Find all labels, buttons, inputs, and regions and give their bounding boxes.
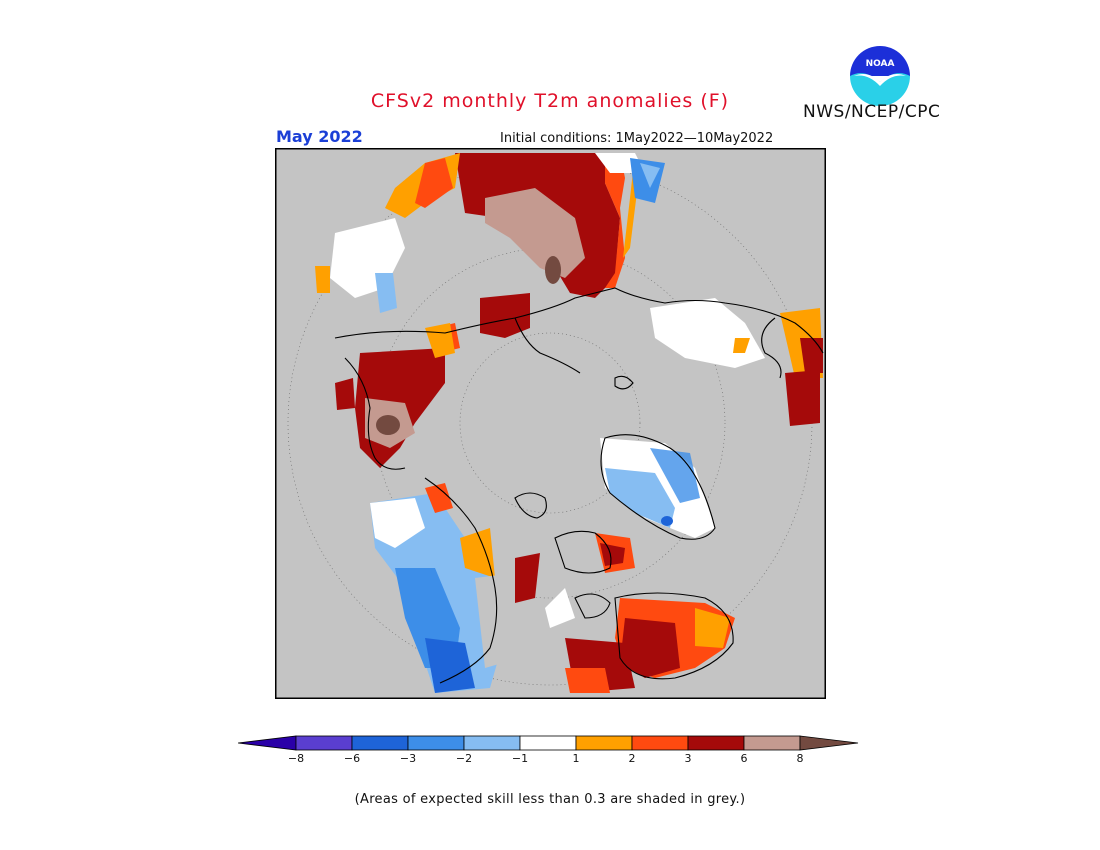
legend-tick-label: −3 xyxy=(399,752,417,765)
legend-arrow-high xyxy=(799,735,859,751)
legend-tick-label: 8 xyxy=(796,752,804,765)
footnote: (Areas of expected skill less than 0.3 a… xyxy=(354,792,746,807)
legend-tick-label: −6 xyxy=(343,752,361,765)
legend-swatch xyxy=(407,735,465,751)
color-legend xyxy=(238,735,859,751)
noaa-logo: NOAA xyxy=(848,44,912,108)
forecast-month: May 2022 xyxy=(276,127,363,146)
legend-swatch xyxy=(743,735,801,751)
anomaly-map xyxy=(275,148,826,699)
east-anomalies xyxy=(650,298,823,426)
legend-tick-label: 3 xyxy=(684,752,692,765)
legend-tick-label: 1 xyxy=(572,752,580,765)
legend-swatch xyxy=(687,735,745,751)
europe-anomalies xyxy=(385,153,665,338)
legend-tick-label: −1 xyxy=(511,752,529,765)
legend-swatch xyxy=(631,735,689,751)
legend-tick-label: 2 xyxy=(628,752,636,765)
map-title: CFSv2 monthly T2m anomalies (F) xyxy=(370,90,730,112)
legend-swatch xyxy=(463,735,521,751)
canada-anomalies xyxy=(565,533,735,693)
map-frame xyxy=(275,148,826,699)
legend-tick-label: −2 xyxy=(455,752,473,765)
legend-swatch xyxy=(519,735,577,751)
legend-swatch xyxy=(575,735,633,751)
organization-label: NWS/NCEP/CPC xyxy=(803,102,941,122)
asia-anomalies xyxy=(335,323,455,468)
legend-tick-label: −8 xyxy=(287,752,305,765)
legend-arrow-low xyxy=(238,735,297,751)
initial-conditions: Initial conditions: 1May2022—10May2022 xyxy=(500,131,774,146)
legend-swatch xyxy=(295,735,353,751)
noaa-logo-text: NOAA xyxy=(866,59,895,69)
north-america-anomalies xyxy=(370,483,575,693)
legend-swatch xyxy=(351,735,409,751)
legend-tick-label: 6 xyxy=(740,752,748,765)
coastlines xyxy=(334,287,824,684)
